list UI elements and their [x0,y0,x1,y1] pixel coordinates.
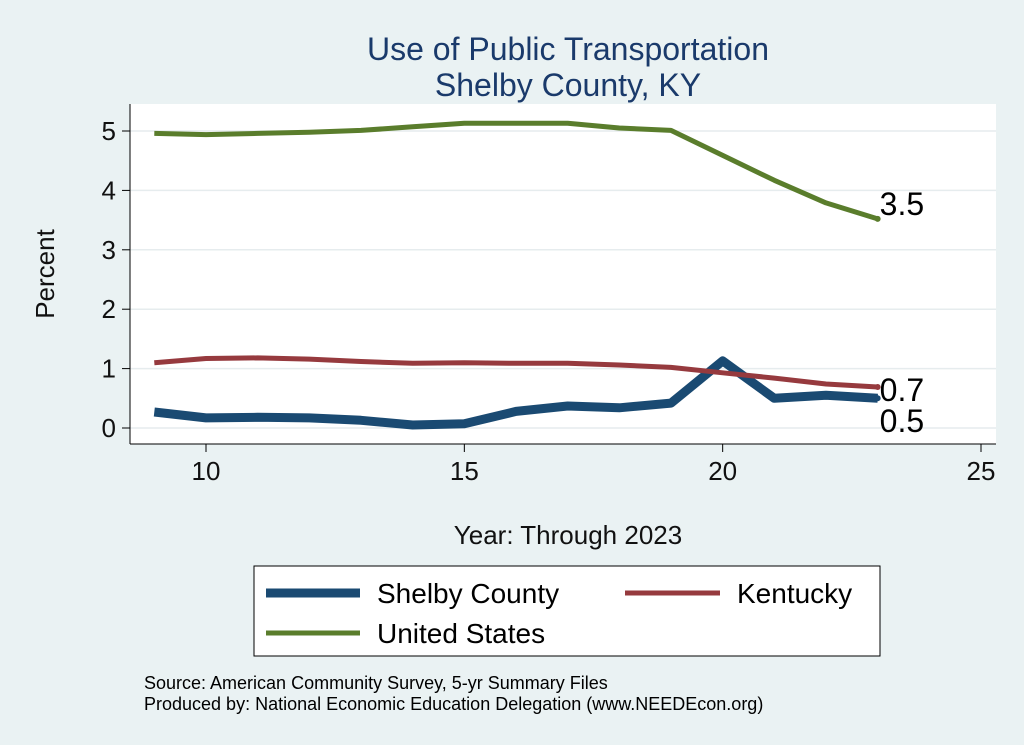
plot-area [130,104,996,444]
series-lines [153,120,879,430]
chart-subtitle: Shelby County, KY [435,67,701,103]
y-ticks: 0 1 2 3 4 5 [102,116,130,443]
y-axis-title: Percent [30,228,60,318]
end-point-shelby-county [874,395,881,402]
end-point-kentucky [874,384,881,391]
end-label-shelby-county: 0.5 [880,403,924,439]
end-label-united-states: 3.5 [880,186,924,222]
y-tick-label-3: 3 [102,235,116,265]
legend-box [253,565,881,657]
end-label-kentucky: 0.7 [880,372,924,408]
x-tick-label-25: 25 [967,456,996,486]
y-tick-label-0: 0 [102,413,116,443]
series-line-united-states [154,120,879,222]
y-tick-label-4: 4 [102,175,116,205]
x-ticks: 10 15 20 25 [192,444,996,486]
end-point-united-states [874,215,881,222]
x-tick-label-10: 10 [192,456,221,486]
chart-title: Use of Public Transportation [367,31,769,67]
end-labels: 0.50.7 3.5 [874,186,924,439]
y-tick-label-1: 1 [102,354,116,384]
series-line-shelby-county [153,356,878,430]
produced-by-note: Produced by: National Economic Education… [144,694,763,714]
series-line-kentucky [154,355,878,390]
x-tick-label-15: 15 [450,456,479,486]
x-axis-title: Year: Through 2023 [454,520,682,550]
y-tick-label-2: 2 [102,294,116,324]
legend-label-united-states: United States [377,618,545,649]
y-tick-label-5: 5 [102,116,116,146]
legend-label-shelby-county: Shelby County [377,578,559,609]
x-tick-label-20: 20 [708,456,737,486]
legend-label-kentucky: Kentucky [737,578,852,609]
source-note: Source: American Community Survey, 5-yr … [144,673,608,693]
